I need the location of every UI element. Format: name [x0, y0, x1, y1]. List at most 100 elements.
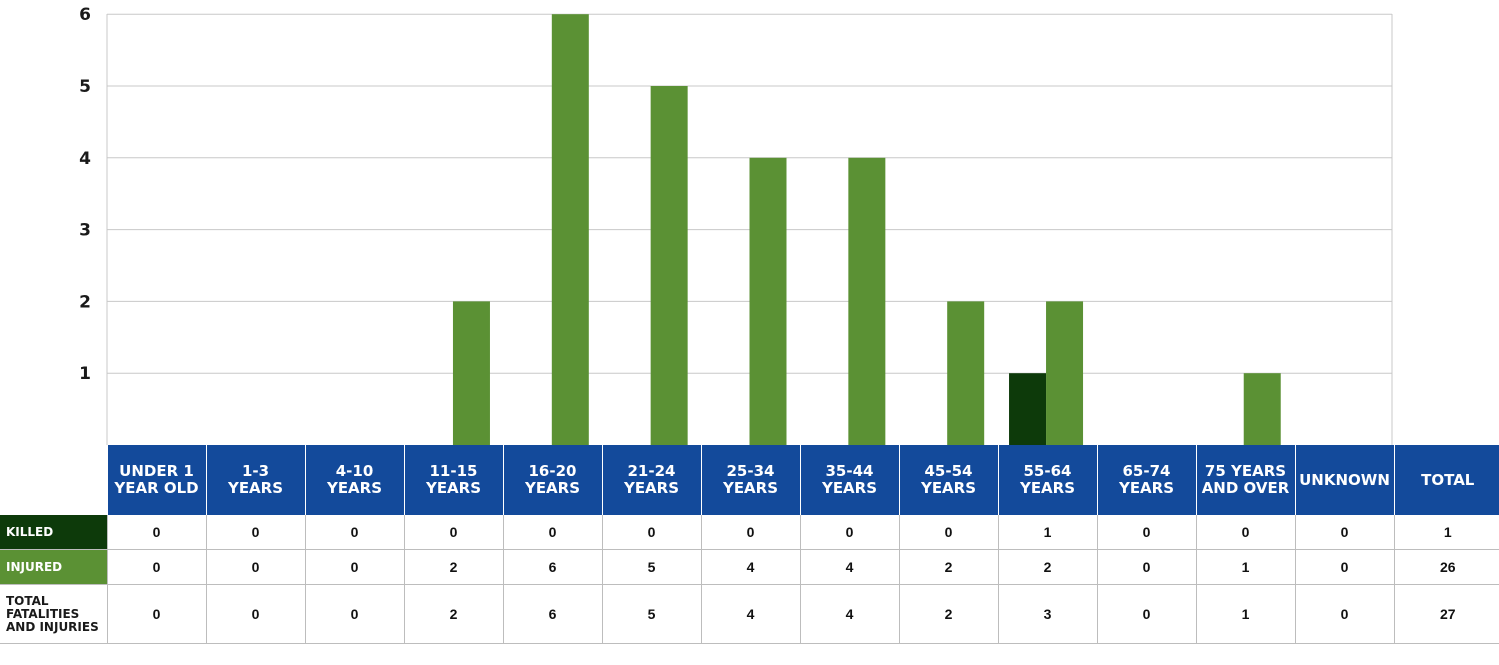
column-header-line: 55-64: [1023, 462, 1072, 480]
y-tick-label: 3: [79, 221, 91, 241]
table-cell: 2: [997, 549, 1097, 585]
column-header-line: YEARS: [1019, 479, 1076, 497]
column-header: 4-10 YEARS: [304, 445, 404, 515]
table-cell: 5: [601, 549, 701, 585]
bar-injured: [749, 157, 787, 445]
table-cell: 0: [403, 515, 503, 550]
table-row-injured: INJURED 0 0 0 2 6 5 4 4 2 2 0 1 0 26: [0, 549, 1499, 585]
table-cell: 0: [1096, 584, 1196, 644]
table-header-row: UNDER 1 YEAR OLD 1-3 YEARS 4-10 YEARS 11-15 YEA…: [0, 445, 1499, 515]
bar-injured: [1046, 301, 1084, 445]
y-tick-label: 4: [79, 149, 91, 169]
column-header: 25-34 YEARS: [700, 445, 800, 515]
column-header-line: YEARS: [821, 479, 878, 497]
table-cell: 0: [304, 584, 404, 644]
table-cell: 1: [1393, 515, 1499, 550]
bar-injured: [1243, 373, 1281, 445]
table-cell: 3: [997, 584, 1097, 644]
bar-injured: [848, 157, 886, 445]
table-cell: 6: [502, 549, 602, 585]
bar-injured: [650, 86, 688, 445]
table-cell: 0: [106, 515, 206, 550]
column-header-line: 65-74: [1122, 462, 1171, 480]
row-label-line: FATALITIES: [6, 606, 80, 621]
table-cell: 4: [799, 549, 899, 585]
table-cell: 0: [304, 549, 404, 585]
column-header-line: TOTAL: [1421, 470, 1475, 489]
table-row-total: TOTAL FATALITIES AND INJURIES 0 0 0 2 6 5 4 4 2 3 0 1 0…: [0, 584, 1499, 644]
table-cell: 0: [205, 549, 305, 585]
table-cell: 0: [1096, 549, 1196, 585]
row-label: KILLED: [0, 515, 107, 550]
table-cell: 2: [403, 584, 503, 644]
header-blank-cell: [0, 445, 107, 515]
column-header: 16-20 YEARS: [502, 445, 602, 515]
column-header-line: 21-24: [627, 462, 676, 480]
column-header: 11-15 YEARS: [403, 445, 503, 515]
column-header-line: YEARS: [920, 479, 977, 497]
table-cell: 6: [502, 584, 602, 644]
y-tick-label: 6: [79, 5, 91, 25]
table-cell: 27: [1393, 584, 1499, 644]
column-header-line: 45-54: [924, 462, 973, 480]
y-tick-label: 2: [79, 292, 91, 312]
table-cell: 5: [601, 584, 701, 644]
table-cell: 4: [799, 584, 899, 644]
row-label-line: KILLED: [6, 524, 54, 539]
table-cell: 0: [205, 584, 305, 644]
table-cell: 0: [1096, 515, 1196, 550]
column-header-line: 25-34: [726, 462, 775, 480]
table-cell: 0: [700, 515, 800, 550]
bar-injured: [551, 14, 589, 445]
table-cell: 0: [601, 515, 701, 550]
table-cell: 0: [106, 584, 206, 644]
column-header-line: 1-3: [241, 462, 270, 480]
column-header: TOTAL: [1393, 445, 1499, 515]
row-label-line: TOTAL: [6, 593, 49, 608]
table-cell: 4: [700, 549, 800, 585]
row-label: TOTAL FATALITIES AND INJURIES: [0, 584, 107, 644]
table-cell: 1: [1195, 584, 1295, 644]
column-header: UNKNOWN: [1294, 445, 1394, 515]
bar-injured: [452, 301, 490, 445]
table-row-killed: KILLED 0 0 0 0 0 0 0 0 0 1 0 0 0 1: [0, 515, 1499, 550]
table-cell: 0: [1195, 515, 1295, 550]
table-cell: 0: [898, 515, 998, 550]
table-cell: 0: [502, 515, 602, 550]
table-cell: 0: [799, 515, 899, 550]
column-header-line: AND OVER: [1201, 479, 1290, 497]
column-header: UNDER 1 YEAR OLD: [106, 445, 206, 515]
column-header-line: YEARS: [425, 479, 482, 497]
table-cell: 0: [106, 549, 206, 585]
row-label-line: INJURED: [6, 559, 63, 574]
column-header: 55-64 YEARS: [997, 445, 1097, 515]
bar-chart: 1 2 3 4 5 6: [79, 5, 1393, 445]
table-cell: 0: [1294, 515, 1394, 550]
table-cell: 0: [1294, 549, 1394, 585]
column-header-line: YEARS: [1118, 479, 1175, 497]
column-header-line: YEARS: [227, 479, 284, 497]
bar-killed: [1009, 373, 1047, 445]
column-header: 75 YEARS AND OVER: [1195, 445, 1295, 515]
column-header-line: UNKNOWN: [1299, 470, 1390, 489]
column-header-line: YEARS: [524, 479, 581, 497]
column-header: 1-3 YEARS: [205, 445, 305, 515]
column-header-line: YEAR OLD: [114, 479, 199, 497]
y-tick-label: 1: [79, 364, 91, 384]
column-header-line: YEARS: [326, 479, 383, 497]
column-header: 35-44 YEARS: [799, 445, 899, 515]
y-tick-label: 5: [79, 77, 91, 97]
column-header-line: 16-20: [528, 462, 577, 480]
column-header-line: 35-44: [825, 462, 874, 480]
chart-svg: 1 2 3 4 5 6: [79, 5, 1393, 445]
column-header-line: UNDER 1: [119, 462, 194, 480]
table-cell: 26: [1393, 549, 1499, 585]
bar-injured: [947, 301, 985, 445]
table-cell: 2: [898, 549, 998, 585]
table-cell: 1: [997, 515, 1097, 550]
row-label: INJURED: [0, 549, 107, 585]
table-cell: 1: [1195, 549, 1295, 585]
row-label-line: AND INJURIES: [6, 619, 99, 634]
column-header-line: 11-15: [429, 462, 478, 480]
table-cell: 2: [403, 549, 503, 585]
